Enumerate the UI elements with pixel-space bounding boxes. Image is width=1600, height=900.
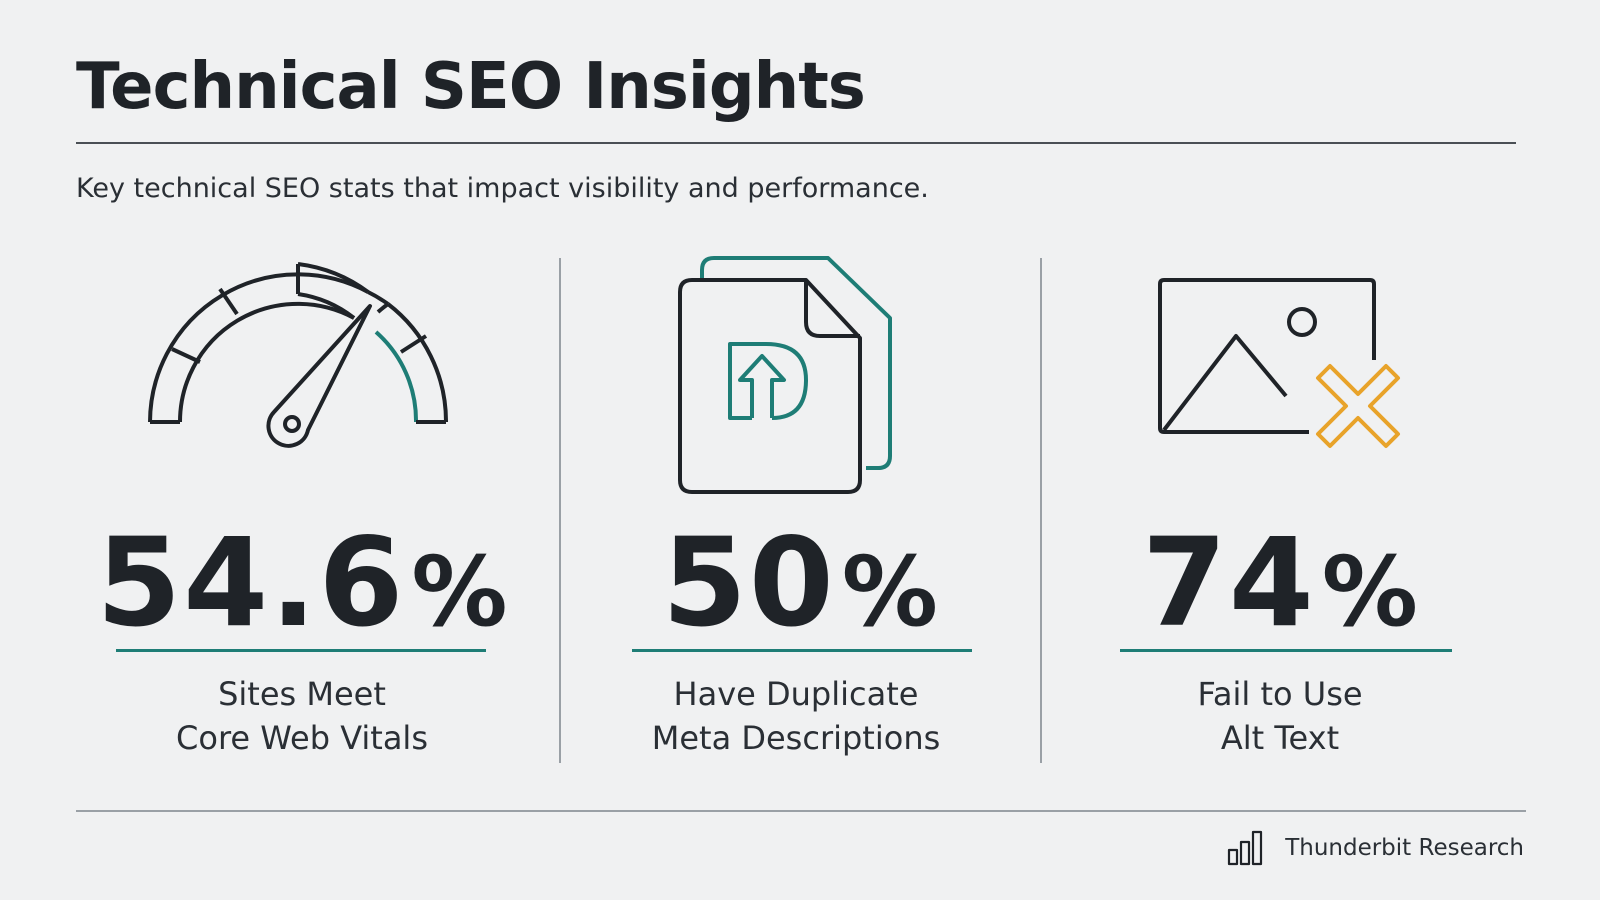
footer-brand: Thunderbit Research (1285, 835, 1524, 861)
stat-duplicate-meta-value: 50% (560, 512, 1040, 654)
image-missing-alt-icon (1158, 278, 1400, 448)
title-divider (76, 142, 1516, 144)
stat-alt-text-label: Fail to Use Alt Text (1040, 672, 1520, 760)
stat-unit: % (1321, 536, 1418, 648)
stat-alt-text-value: 74% (1040, 512, 1520, 654)
stat-underline (1120, 649, 1452, 652)
stat-label-line: Sites Meet (218, 675, 386, 713)
stat-label-line: Core Web Vitals (176, 719, 428, 757)
speedometer-gauge-icon (148, 262, 448, 448)
stat-label-line: Have Duplicate (673, 675, 919, 713)
footer-divider (76, 810, 1526, 812)
bar-chart-icon (1228, 830, 1263, 866)
stat-core-web-vitals-value: 54.6% (62, 512, 542, 654)
page-subtitle: Key technical SEO stats that impact visi… (76, 173, 929, 204)
stat-underline (632, 649, 972, 652)
column-divider (1040, 258, 1042, 763)
stat-label-line: Meta Descriptions (651, 719, 941, 757)
duplicate-document-icon (678, 256, 892, 494)
footer-attribution: Thunderbit Research (1227, 830, 1524, 866)
page-title: Technical SEO Insights (76, 50, 866, 124)
stat-value: 50 (662, 512, 836, 654)
stat-core-web-vitals-label: Sites Meet Core Web Vitals (62, 672, 542, 760)
stat-label-line: Alt Text (1220, 719, 1340, 757)
stat-unit: % (841, 536, 938, 648)
stat-underline (116, 649, 486, 652)
stat-value: 74 (1142, 512, 1316, 654)
stat-label-line: Fail to Use (1197, 675, 1363, 713)
stat-unit: % (411, 536, 508, 648)
stat-value: 54.6 (96, 512, 406, 654)
stat-duplicate-meta-label: Have Duplicate Meta Descriptions (556, 672, 1036, 760)
column-divider (559, 258, 561, 763)
